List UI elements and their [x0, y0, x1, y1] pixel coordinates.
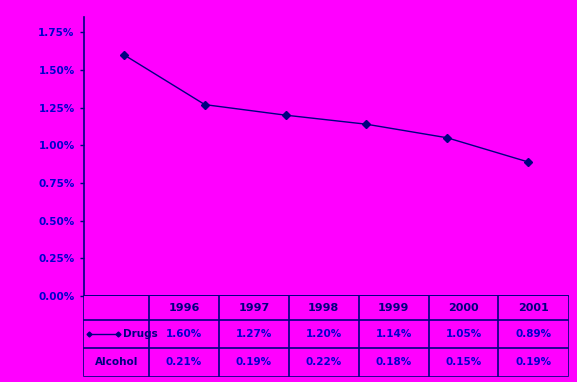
Text: 0.15%: 0.15% [445, 357, 482, 367]
Text: 2001: 2001 [518, 303, 549, 313]
Text: Drugs: Drugs [123, 329, 158, 339]
Text: Alcohol: Alcohol [95, 357, 138, 367]
Text: 2000: 2000 [448, 303, 479, 313]
Text: 0.22%: 0.22% [306, 357, 342, 367]
Text: 1996: 1996 [168, 303, 200, 313]
Text: 0.19%: 0.19% [236, 357, 272, 367]
Text: 0.19%: 0.19% [515, 357, 552, 367]
Bar [84, 348, 568, 376]
Text: 1997: 1997 [238, 303, 269, 313]
Text: 1.27%: 1.27% [236, 329, 272, 339]
Text: 0.89%: 0.89% [515, 329, 552, 339]
Text: 1.20%: 1.20% [306, 329, 342, 339]
Text: 1.05%: 1.05% [445, 329, 482, 339]
Text: 0.21%: 0.21% [166, 357, 202, 367]
Bar [84, 320, 568, 348]
Text: 1.60%: 1.60% [166, 329, 202, 339]
Text: 1.14%: 1.14% [376, 329, 412, 339]
Text: 1998: 1998 [308, 303, 339, 313]
Text: 1999: 1999 [378, 303, 409, 313]
Text: 0.18%: 0.18% [376, 357, 412, 367]
Bar [84, 296, 568, 320]
